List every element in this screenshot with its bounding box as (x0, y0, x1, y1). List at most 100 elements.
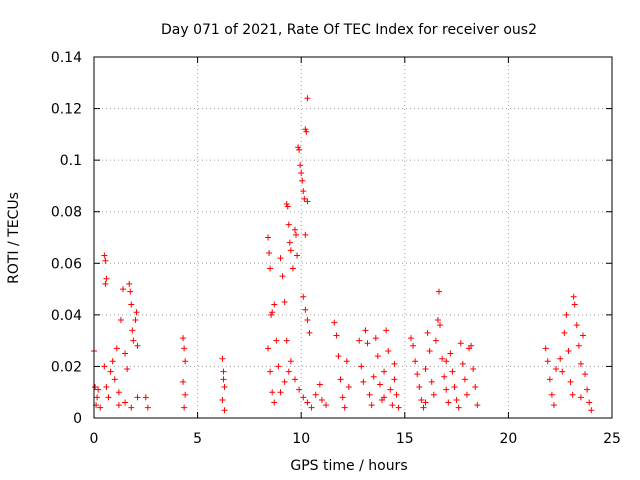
data-point (582, 371, 589, 378)
plot-frame (93, 56, 613, 419)
data-point (389, 402, 396, 409)
data-point (571, 301, 578, 308)
data-point (356, 337, 363, 344)
data-point (339, 394, 346, 401)
data-point (277, 255, 284, 262)
data-point (300, 293, 307, 300)
data-point (544, 358, 551, 365)
data-point (383, 327, 390, 334)
data-point (447, 350, 454, 357)
data-point (474, 402, 481, 409)
y-axis-label: ROTI / TECUs (6, 192, 22, 284)
data-point (130, 337, 137, 344)
data-point (472, 384, 479, 391)
data-point (430, 391, 437, 398)
data-point (341, 404, 348, 411)
chart-title: Day 071 of 2021, Rate Of TEC Index for r… (161, 22, 537, 38)
y-tick-label: 0.06 (51, 256, 82, 272)
data-point (333, 332, 340, 339)
data-point (265, 345, 272, 352)
data-point (577, 360, 584, 367)
data-point (364, 340, 371, 347)
data-point (374, 353, 381, 360)
data-point (129, 327, 136, 334)
data-point (275, 363, 282, 370)
data-point (142, 394, 149, 401)
data-point (457, 340, 464, 347)
x-tick-label: 25 (603, 431, 621, 447)
x-axis-label: GPS time / hours (290, 458, 407, 474)
data-point (550, 402, 557, 409)
grid (94, 57, 612, 418)
data-point (295, 144, 302, 151)
data-point (316, 381, 323, 388)
data-point (102, 280, 109, 287)
data-point (120, 286, 127, 293)
data-point (387, 386, 394, 393)
data-point (94, 394, 101, 401)
data-point (296, 386, 303, 393)
y-tick-label: 0.08 (51, 205, 82, 221)
data-point (422, 366, 429, 373)
x-tick-label: 15 (396, 431, 414, 447)
data-point (318, 396, 325, 403)
data-point (542, 345, 549, 352)
data-point (298, 170, 305, 177)
data-point (410, 342, 417, 349)
data-point (304, 95, 311, 102)
data-point (451, 384, 458, 391)
data-point (182, 358, 189, 365)
data-point (372, 335, 379, 342)
data-point (266, 249, 273, 256)
data-point (127, 288, 134, 295)
data-point (443, 386, 450, 393)
data-point (455, 404, 462, 411)
data-point (303, 128, 310, 135)
data-point (285, 368, 292, 375)
data-point (565, 347, 572, 354)
data-point (297, 162, 304, 169)
data-point (103, 275, 110, 282)
data-point (304, 317, 311, 324)
y-tick-label: 0.14 (51, 50, 82, 66)
data-point (577, 394, 584, 401)
data-point (219, 355, 226, 362)
data-point (304, 198, 311, 205)
data-point (117, 317, 124, 324)
data-point (273, 337, 280, 344)
data-point (300, 394, 307, 401)
data-point (269, 389, 276, 396)
data-point (115, 389, 122, 396)
data-point (360, 378, 367, 385)
data-point (366, 391, 373, 398)
data-point (418, 396, 425, 403)
data-point (291, 376, 298, 383)
data-point (113, 345, 120, 352)
data-point (299, 177, 306, 184)
data-point (345, 384, 352, 391)
data-point (302, 306, 309, 313)
data-point (268, 311, 275, 318)
data-point (358, 363, 365, 370)
data-point (381, 394, 388, 401)
data-point (109, 358, 116, 365)
data-point (385, 347, 392, 354)
data-point (122, 399, 129, 406)
data-point (221, 384, 228, 391)
data-point (293, 231, 300, 238)
data-point (269, 309, 276, 316)
data-point (422, 399, 429, 406)
data-point (115, 402, 122, 409)
data-point (296, 146, 303, 153)
data-point (426, 347, 433, 354)
data-point (559, 368, 566, 375)
data-point (391, 376, 398, 383)
data-point (470, 366, 477, 373)
data-point (412, 358, 419, 365)
data-point (181, 404, 188, 411)
data-point (134, 342, 141, 349)
data-point (546, 376, 553, 383)
data-point (220, 376, 227, 383)
data-point (570, 293, 577, 300)
